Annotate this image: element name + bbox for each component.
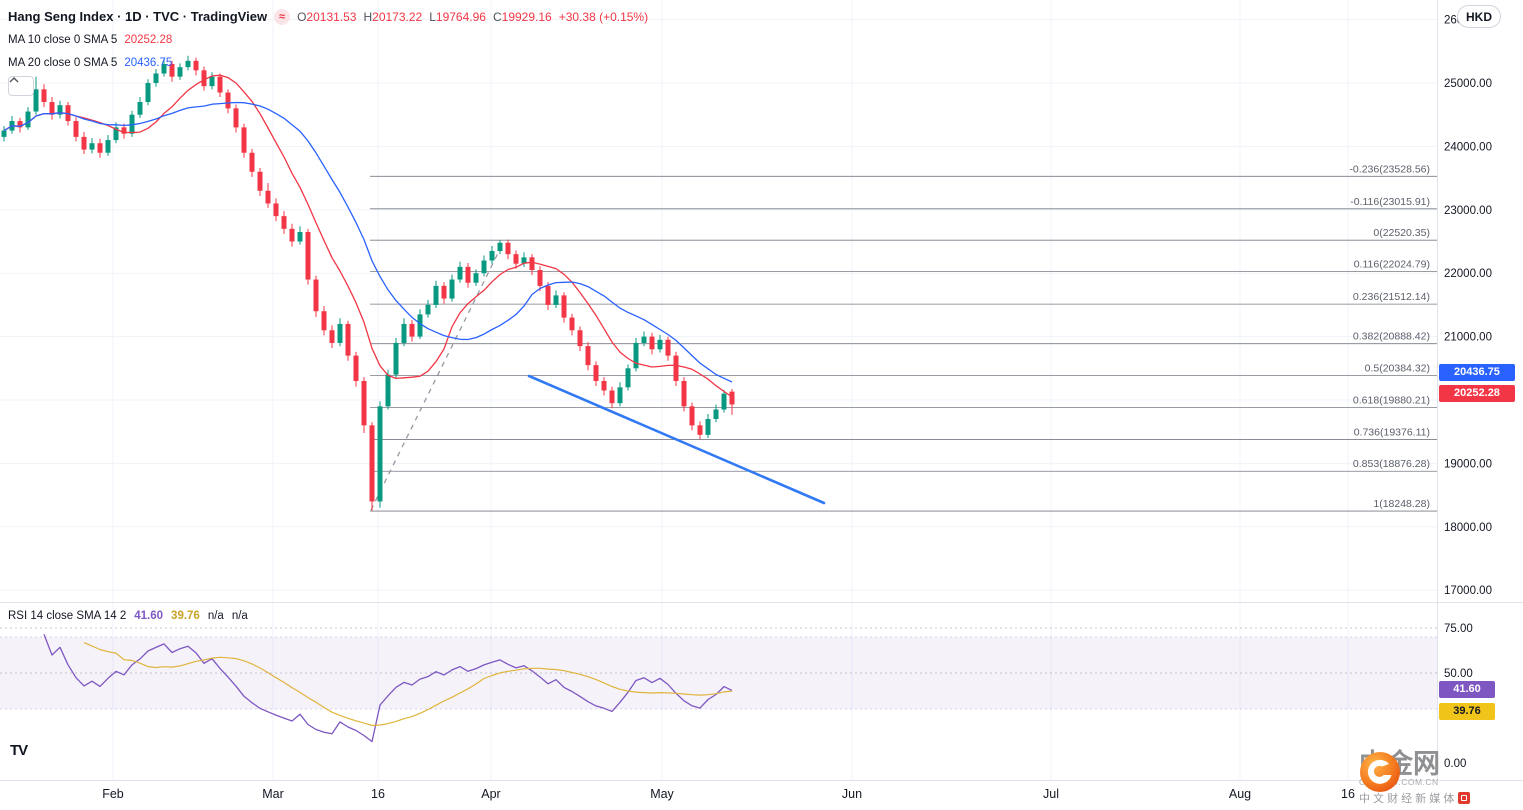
low-key: L [429, 9, 436, 24]
ma20-value: 20436.75 [124, 56, 173, 69]
svg-text:0.00: 0.00 [1444, 758, 1466, 770]
rsi-na-1: n/a [207, 610, 224, 622]
svg-text:Feb: Feb [102, 787, 124, 801]
open-key: O [297, 9, 307, 24]
rsi-na-2: n/a [231, 610, 248, 622]
open-value: 20131.53 [306, 9, 357, 24]
rsi-legend-row[interactable]: RSI 14 close SMA 14 2 41.60 39.76 n/a n/… [8, 606, 248, 626]
svg-text:17000.00: 17000.00 [1444, 585, 1492, 597]
grid-lines [0, 0, 1437, 780]
chart-legend: Hang Seng Index · 1D · TVC · TradingView… [8, 5, 648, 74]
rsi-label: RSI 14 close SMA 14 2 [8, 610, 127, 622]
svg-text:21000.00: 21000.00 [1444, 332, 1492, 344]
svg-text:25000.00: 25000.00 [1444, 78, 1492, 90]
svg-text:0.853(18876.28): 0.853(18876.28) [1353, 458, 1430, 470]
tradingview-logo[interactable]: TV [10, 742, 28, 759]
svg-text:-0.116(23015.91): -0.116(23015.91) [1350, 196, 1430, 208]
ma10-legend-row[interactable]: MA 10 close 0 SMA 5 20252.28 [8, 28, 648, 51]
symbol-legend-row: Hang Seng Index · 1D · TVC · TradingView… [8, 5, 648, 28]
svg-text:0.382(20888.42): 0.382(20888.42) [1353, 331, 1430, 343]
close-key: C [492, 9, 502, 24]
svg-text:Aug: Aug [1229, 787, 1251, 801]
close-value: 19929.16 [501, 9, 552, 24]
cngold-badge-icon [1458, 792, 1471, 804]
rsi-ma-line [83, 642, 733, 727]
rsi-value: 41.60 [134, 610, 164, 622]
svg-text:0(22520.35): 0(22520.35) [1373, 227, 1430, 239]
fib-retracement[interactable]: -0.236(23528.56) -0.116(23015.91) 0(22520.… [370, 163, 1437, 512]
currency-toggle-button[interactable]: HKD [1457, 5, 1501, 28]
delayed-data-icon[interactable]: ≈ [274, 8, 291, 25]
svg-text:75.00: 75.00 [1444, 623, 1473, 635]
low-value: 19764.96 [435, 9, 486, 24]
ma20-label: MA 20 close 0 SMA 5 [8, 56, 118, 69]
svg-text:18000.00: 18000.00 [1444, 522, 1492, 534]
blue-trendline[interactable] [527, 374, 826, 505]
svg-text:22000.00: 22000.00 [1444, 268, 1492, 280]
svg-text:0.236(21512.14): 0.236(21512.14) [1353, 291, 1430, 303]
pane-separators [0, 0, 1523, 781]
symbol-title[interactable]: Hang Seng Index · 1D · TVC · TradingView [8, 9, 268, 24]
rsi-value-badge: 41.60 [1439, 681, 1495, 698]
ma20-price-badge: 20436.75 [1439, 364, 1515, 381]
svg-text:May: May [650, 787, 674, 801]
ma10-value: 20252.28 [124, 33, 173, 46]
svg-text:23000.00: 23000.00 [1444, 205, 1492, 217]
svg-text:0.736(19376.11): 0.736(19376.11) [1354, 427, 1430, 439]
svg-text:0.116(22024.79): 0.116(22024.79) [1354, 259, 1430, 271]
svg-text:0.618(19880.21): 0.618(19880.21) [1353, 395, 1430, 407]
ma20-legend-row[interactable]: MA 20 close 0 SMA 5 20436.75 [8, 51, 648, 74]
cngold-tagline-text: 中 文 财 经 新 媒 体 [1359, 793, 1455, 805]
svg-text:Jul: Jul [1043, 787, 1059, 801]
time-axis[interactable]: Feb Mar 16 Apr May Jun Jul Aug 16 [102, 787, 1355, 801]
high-key: H [363, 9, 373, 24]
ohlc-values: O20131.53 H20173.22 L19764.96 C19929.16 … [297, 10, 648, 24]
ma20-line [3, 101, 733, 383]
svg-text:0.5(20384.32): 0.5(20384.32) [1365, 363, 1430, 375]
cngold-domain-text: CNGOLD.COM.CN [1359, 777, 1439, 787]
ma10-price-badge: 20252.28 [1439, 385, 1515, 402]
svg-text:Jun: Jun [842, 787, 862, 801]
svg-text:19000.00: 19000.00 [1444, 458, 1492, 470]
rsi-band [0, 627, 1437, 710]
ma10-line [3, 74, 733, 398]
change-value: +30.38 (+0.15%) [558, 9, 649, 24]
ma10-label: MA 10 close 0 SMA 5 [8, 33, 118, 46]
svg-text:Apr: Apr [481, 787, 500, 801]
cngold-watermark: 中金网 CNGOLD.COM.CN 中 文 财 经 新 媒 体 [1359, 751, 1509, 806]
rsi-ma-value-badge: 39.76 [1439, 703, 1495, 720]
rsi-line [43, 634, 733, 743]
high-value: 20173.22 [372, 9, 423, 24]
cngold-logo-icon [1360, 752, 1400, 792]
svg-text:-0.236(23528.56): -0.236(23528.56) [1349, 163, 1430, 175]
svg-text:1(18248.28): 1(18248.28) [1373, 498, 1430, 510]
svg-text:16: 16 [1341, 787, 1355, 801]
chevron-up-icon [9, 77, 19, 83]
svg-text:50.00: 50.00 [1444, 668, 1473, 680]
rsi-ma-value: 39.76 [171, 610, 200, 622]
collapse-legend-button[interactable] [8, 76, 34, 96]
svg-text:Mar: Mar [262, 787, 284, 801]
svg-text:16: 16 [371, 787, 385, 801]
svg-text:24000.00: 24000.00 [1444, 141, 1492, 153]
candlestick-series [1, 55, 735, 511]
